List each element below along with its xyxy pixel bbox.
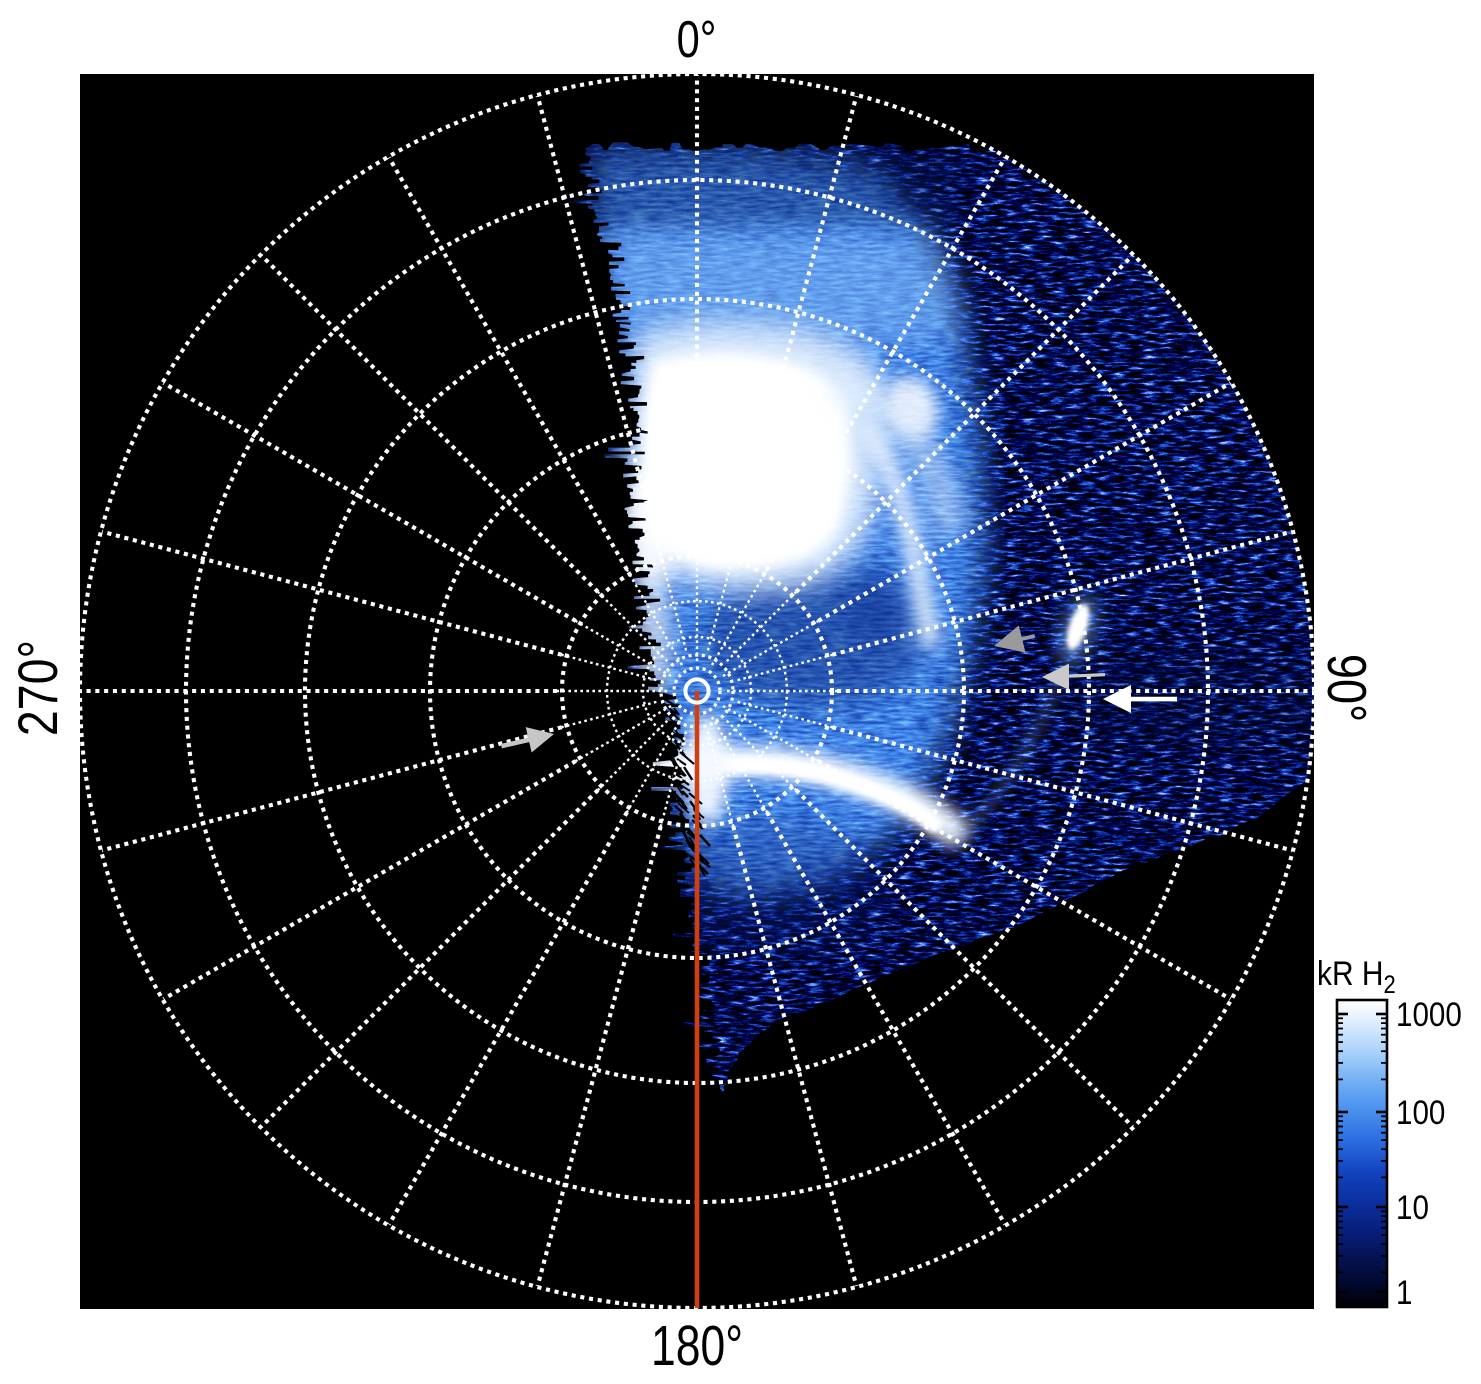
- svg-text:10: 10: [1396, 1188, 1429, 1226]
- svg-text:180°: 180°: [651, 1314, 743, 1378]
- svg-text:1000: 1000: [1396, 995, 1462, 1033]
- svg-text:0°: 0°: [677, 10, 717, 69]
- svg-text:90°: 90°: [1316, 654, 1378, 722]
- svg-text:kR H2: kR H2: [1317, 954, 1396, 998]
- svg-text:1: 1: [1396, 1273, 1412, 1311]
- svg-text:270°: 270°: [6, 640, 69, 736]
- svg-text:100: 100: [1396, 1093, 1445, 1131]
